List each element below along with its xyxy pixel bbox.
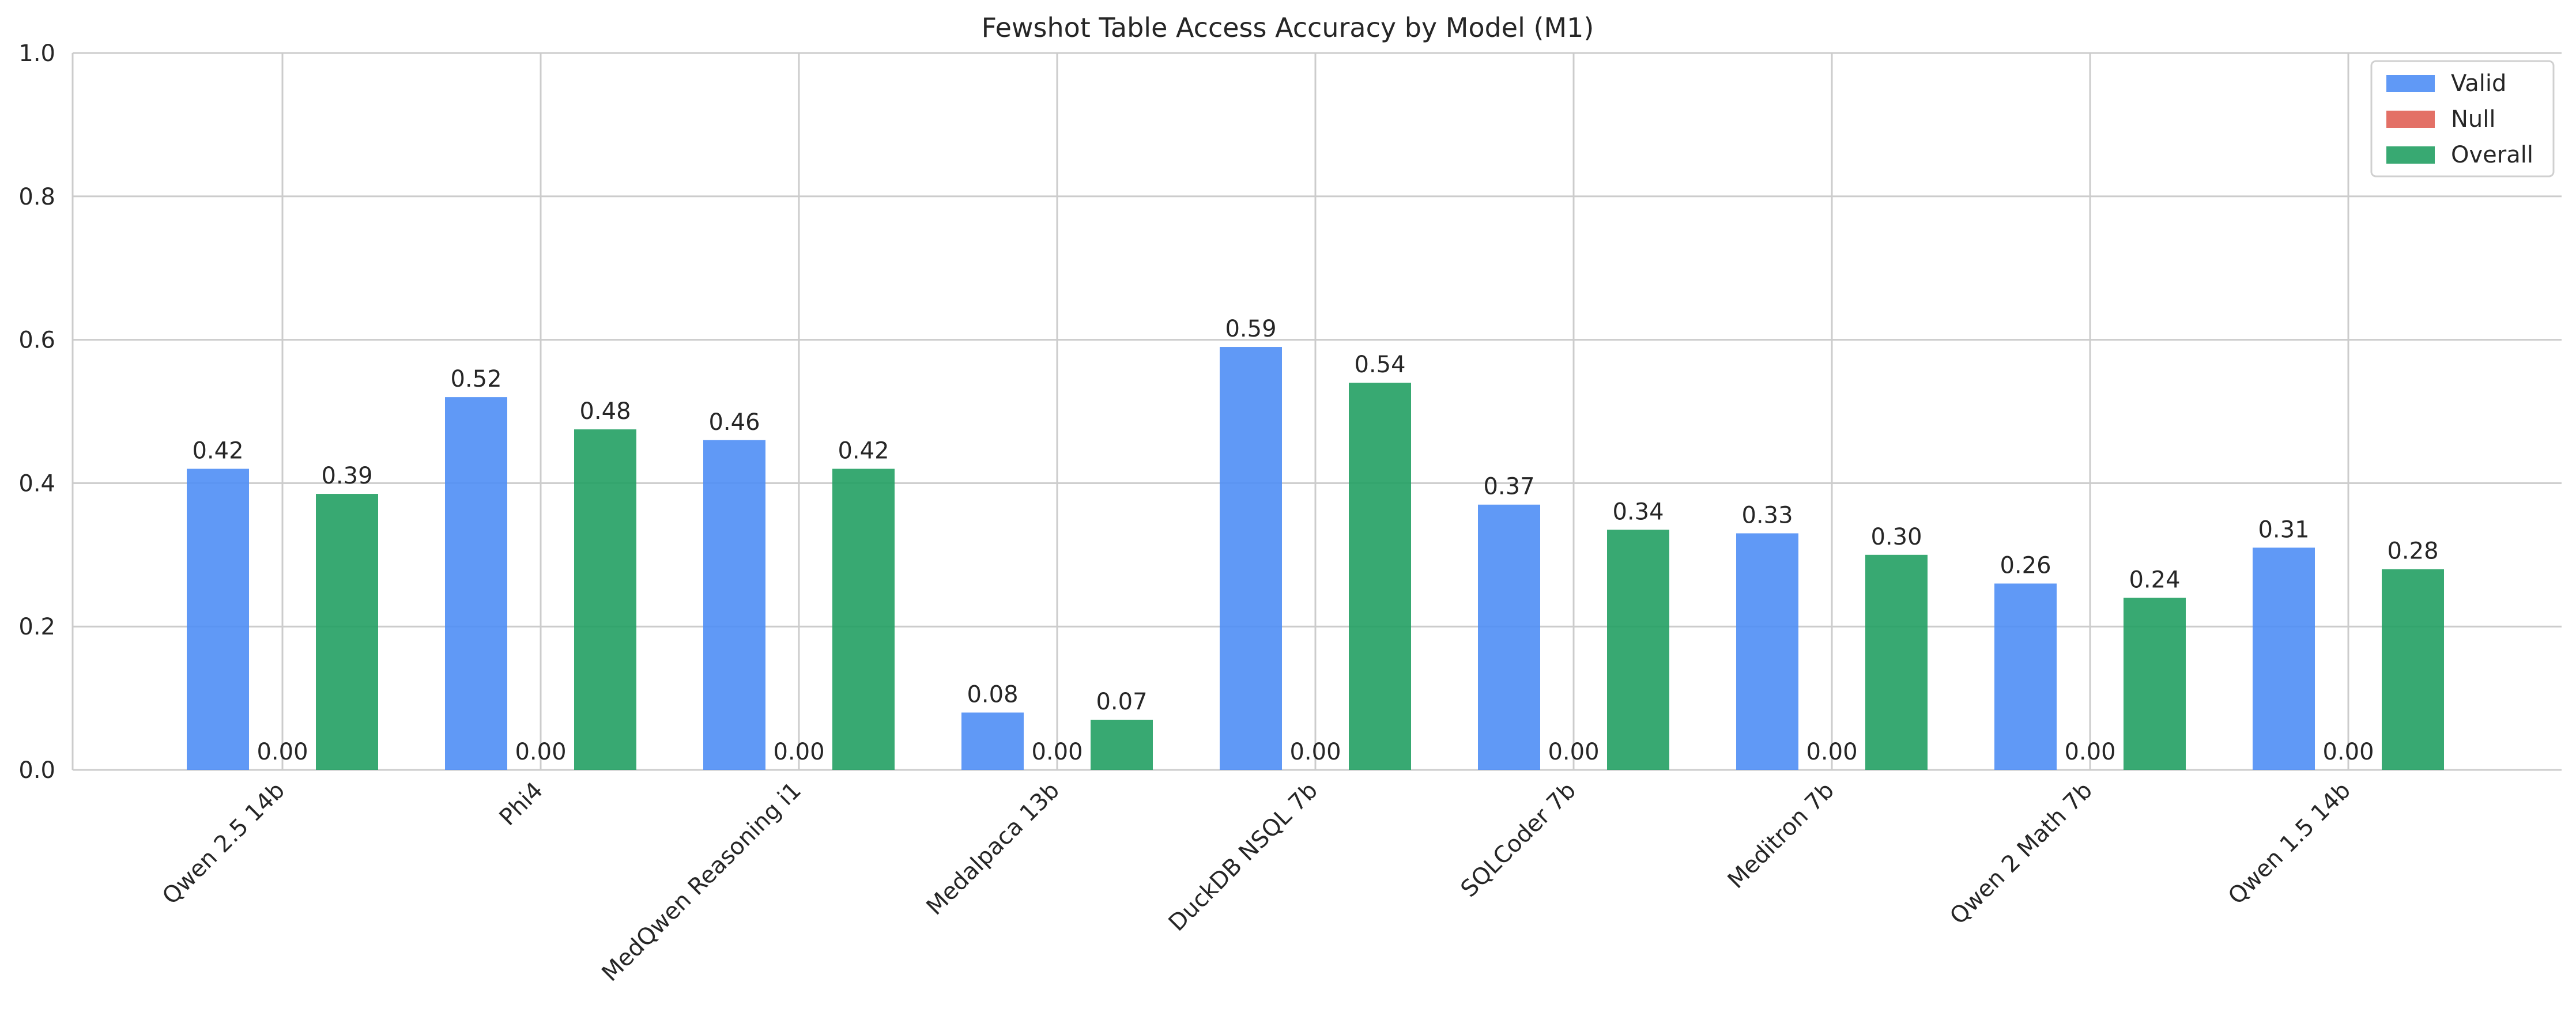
bar-overall <box>316 494 378 770</box>
legend: Valid Null Overall <box>2370 60 2555 177</box>
chart-title: Fewshot Table Access Accuracy by Model (… <box>982 12 1594 43</box>
data-label: 0.00 <box>2322 739 2374 765</box>
data-label: 0.26 <box>2000 553 2051 579</box>
data-label: 0.39 <box>321 463 372 489</box>
data-label: 0.08 <box>967 681 1018 708</box>
data-label: 0.00 <box>773 739 824 765</box>
data-label: 0.42 <box>192 438 243 464</box>
legend-entry: Overall <box>2451 142 2533 168</box>
bar-overall <box>1865 554 1928 770</box>
data-label: 0.00 <box>515 739 566 765</box>
data-label: 0.33 <box>1741 502 1793 528</box>
data-label: 0.42 <box>838 438 889 464</box>
data-label: 0.00 <box>257 739 308 765</box>
data-label: 0.00 <box>1289 739 1341 765</box>
bar-valid <box>187 469 249 770</box>
legend-entry: Valid <box>2451 70 2506 97</box>
legend-entry: Null <box>2451 106 2496 133</box>
bar-overall <box>2124 598 2186 770</box>
data-label: 0.59 <box>1225 316 1276 342</box>
legend-swatch-null <box>2386 111 2435 128</box>
data-label: 0.00 <box>1031 739 1083 765</box>
bar-valid <box>2253 547 2315 770</box>
bar-overall <box>2382 569 2444 770</box>
data-label: 0.34 <box>1612 498 1664 525</box>
y-tick-labels: 0.0 0.2 0.4 0.6 0.8 1.0 <box>18 40 55 784</box>
data-label: 0.30 <box>1870 524 1922 550</box>
legend-swatch-overall <box>2386 146 2435 164</box>
data-label: 0.31 <box>2258 516 2309 543</box>
bar-overall <box>832 469 895 770</box>
bar-valid <box>1994 583 2057 770</box>
x-tick-label: SQLCoder 7b <box>1456 777 1581 902</box>
x-tick-label: Qwen 1.5 14b <box>2223 777 2356 910</box>
x-tick-label: MedQwen Reasoning i1 <box>597 777 806 987</box>
y-tick-label: 0.0 <box>18 757 55 784</box>
bar-overall <box>574 429 636 770</box>
y-tick-label: 0.8 <box>18 184 55 210</box>
x-tick-label: Medalpaca 13b <box>921 777 1065 921</box>
bar-valid <box>1220 347 1282 770</box>
bars <box>187 347 2444 770</box>
y-tick-label: 0.4 <box>18 470 55 497</box>
data-label: 0.46 <box>708 409 760 436</box>
x-tick-labels: Qwen 2.5 14b Phi4 MedQwen Reasoning i1 Meda… <box>157 777 2356 987</box>
bar-valid <box>703 440 765 770</box>
data-labels: 0.42 0.52 0.46 0.08 0.59 0.37 0.33 0.26 0.31 0.00… <box>192 316 2438 765</box>
data-label: 0.24 <box>2129 566 2180 593</box>
bar-overall <box>1091 719 1153 770</box>
x-tick-label: Qwen 2 Math 7b <box>1945 777 2098 930</box>
x-tick-label: Phi4 <box>495 777 548 831</box>
bar-valid <box>1736 533 1798 770</box>
data-label: 0.00 <box>2064 739 2115 765</box>
x-tick-label: Qwen 2.5 14b <box>157 777 290 910</box>
y-tick-label: 0.2 <box>18 614 55 640</box>
y-tick-label: 1.0 <box>18 40 55 67</box>
data-label: 0.00 <box>1806 739 1857 765</box>
bar-overall <box>1607 530 1669 770</box>
data-label: 0.28 <box>2387 538 2438 565</box>
y-tick-label: 0.6 <box>18 327 55 354</box>
x-tick-label: Meditron 7b <box>1723 777 1839 894</box>
data-label: 0.00 <box>1548 739 1599 765</box>
bar-valid <box>961 712 1024 770</box>
data-label: 0.54 <box>1354 352 1405 378</box>
bar-valid <box>445 397 507 770</box>
bar-valid <box>1478 504 1540 770</box>
data-label: 0.48 <box>579 398 631 425</box>
data-label: 0.52 <box>450 366 501 392</box>
data-label: 0.07 <box>1096 689 1147 715</box>
legend-swatch-valid <box>2386 75 2435 92</box>
x-tick-label: DuckDB NSQL 7b <box>1164 777 1323 936</box>
bar-overall <box>1349 383 1411 770</box>
data-label: 0.37 <box>1483 474 1534 500</box>
